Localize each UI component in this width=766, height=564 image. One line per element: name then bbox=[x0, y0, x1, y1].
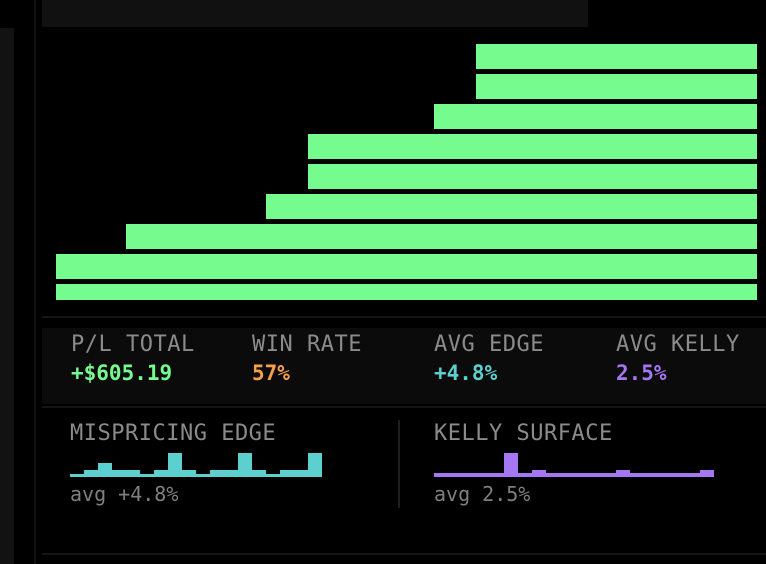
mispricing-edge-label: MISPRICING EDGE bbox=[70, 421, 277, 446]
stat-win-value: 57% bbox=[252, 361, 290, 385]
mispricing-spark-bar-16 bbox=[280, 470, 294, 477]
stair-bar-4 bbox=[308, 134, 757, 159]
kelly-spark-bar-8 bbox=[532, 470, 546, 477]
kelly-avg: avg 2.5% bbox=[434, 482, 531, 506]
kelly-spark-bar-4 bbox=[476, 473, 490, 477]
kelly-spark-bar-13 bbox=[602, 473, 616, 477]
stats-bar: P/L TOTAL +$605.19 WIN RATE 57% AVG EDGE… bbox=[42, 328, 766, 404]
stair-bar-2 bbox=[476, 74, 757, 99]
kelly-spark-bar-3 bbox=[462, 473, 476, 477]
kelly-spark-bar-12 bbox=[588, 473, 602, 477]
kelly-spark-bar-20 bbox=[700, 470, 714, 477]
mispricing-spark-bar-6 bbox=[140, 474, 154, 477]
kelly-spark-bar-15 bbox=[630, 473, 644, 477]
panel-separator bbox=[398, 420, 400, 508]
kelly-spark-bar-2 bbox=[448, 473, 462, 477]
kelly-spark-bar-19 bbox=[686, 473, 700, 477]
mispricing-spark-bar-5 bbox=[126, 470, 140, 477]
stair-bar-5 bbox=[308, 164, 757, 189]
mispricing-spark-bar-2 bbox=[84, 470, 98, 477]
stair-bar-3 bbox=[434, 104, 757, 129]
stat-edge-value: +4.8% bbox=[434, 361, 498, 385]
stats-divider bbox=[42, 406, 766, 408]
kelly-spark-bar-18 bbox=[672, 473, 686, 477]
stat-win-label: WIN RATE bbox=[252, 332, 362, 357]
stair-bar-6 bbox=[266, 194, 757, 219]
kelly-spark-bar-6 bbox=[504, 453, 518, 477]
chart-divider bbox=[42, 316, 766, 318]
mispricing-spark-bar-8 bbox=[168, 453, 182, 477]
kelly-spark-bar-11 bbox=[574, 473, 588, 477]
stat-edge-label: AVG EDGE bbox=[434, 332, 544, 357]
stair-bar-7 bbox=[126, 224, 757, 249]
stat-pl-label: P/L TOTAL bbox=[71, 332, 195, 357]
kelly-surface-label: KELLY SURFACE bbox=[434, 421, 613, 446]
mispricing-spark-bar-12 bbox=[224, 470, 238, 477]
mispricing-spark-bar-18 bbox=[308, 453, 322, 477]
kelly-sparkline bbox=[434, 453, 714, 477]
mispricing-avg: avg +4.8% bbox=[70, 482, 179, 506]
mispricing-spark-bar-13 bbox=[238, 453, 252, 477]
kelly-spark-bar-5 bbox=[490, 473, 504, 477]
mispricing-spark-bar-9 bbox=[182, 470, 196, 477]
bottom-divider bbox=[42, 553, 766, 555]
mispricing-spark-bar-4 bbox=[112, 470, 126, 477]
mispricing-spark-bar-1 bbox=[70, 474, 84, 477]
kelly-spark-bar-16 bbox=[644, 473, 658, 477]
mispricing-spark-bar-15 bbox=[266, 474, 280, 477]
mispricing-spark-bar-10 bbox=[196, 474, 210, 477]
left-rail bbox=[0, 28, 14, 564]
mispricing-spark-bar-7 bbox=[154, 470, 168, 477]
kelly-spark-bar-10 bbox=[560, 473, 574, 477]
stair-bar-1 bbox=[476, 44, 757, 69]
stat-kelly-label: AVG KELLY bbox=[616, 332, 740, 357]
mispricing-spark-bar-11 bbox=[210, 470, 224, 477]
mispricing-spark-bar-17 bbox=[294, 470, 308, 477]
kelly-spark-bar-9 bbox=[546, 473, 560, 477]
mispricing-spark-bar-3 bbox=[98, 463, 112, 477]
kelly-spark-bar-14 bbox=[616, 470, 630, 477]
kelly-spark-bar-1 bbox=[434, 473, 448, 477]
stair-bar-9 bbox=[56, 284, 757, 300]
kelly-spark-bar-7 bbox=[518, 473, 532, 477]
kelly-spark-bar-17 bbox=[658, 473, 672, 477]
mispricing-spark-bar-14 bbox=[252, 470, 266, 477]
mispricing-sparkline bbox=[70, 453, 322, 477]
stat-kelly-value: 2.5% bbox=[616, 361, 667, 385]
top-bar bbox=[42, 0, 588, 27]
stair-bar-8 bbox=[56, 254, 757, 279]
rail-divider bbox=[34, 0, 36, 564]
equity-stair-chart bbox=[56, 44, 757, 300]
stat-pl-value: +$605.19 bbox=[71, 361, 173, 385]
